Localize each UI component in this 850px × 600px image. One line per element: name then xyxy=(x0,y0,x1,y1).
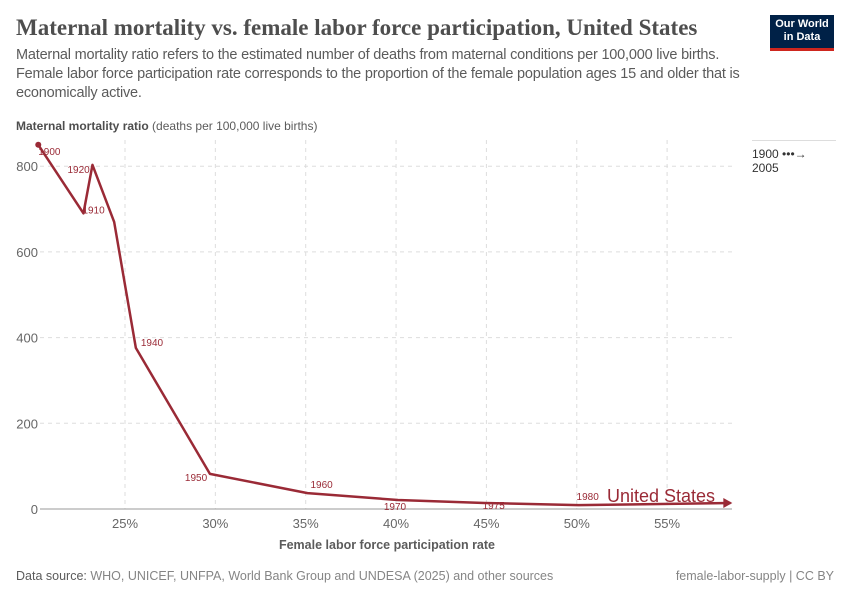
data-source-text[interactable]: WHO, UNICEF, UNFPA, World Bank Group and… xyxy=(90,569,554,583)
footer-license[interactable]: female-labor-supply | CC BY xyxy=(675,569,834,583)
data-source: Data source: WHO, UNICEF, UNFPA, World B… xyxy=(16,569,553,583)
y-axis-label-unit: (deaths per 100,000 live births) xyxy=(152,119,318,133)
y-tick-label: 200 xyxy=(16,416,38,431)
y-tick-label: 600 xyxy=(16,245,38,260)
timeline-end: 2005 xyxy=(752,161,779,175)
y-tick-label: 800 xyxy=(16,159,38,174)
point-label-1950: 1950 xyxy=(185,473,208,484)
point-label-1940: 1940 xyxy=(141,338,164,349)
data-source-label: Data source: xyxy=(16,569,87,583)
start-point xyxy=(35,141,42,148)
point-label-1970: 1970 xyxy=(384,502,407,513)
series-label: United States xyxy=(607,486,715,506)
x-tick-label: 30% xyxy=(202,516,228,531)
x-tick-label: 35% xyxy=(293,516,319,531)
point-label-1975: 1975 xyxy=(483,501,506,512)
x-axis-label: Female labor force participation rate xyxy=(279,538,495,552)
point-label-1910: 1910 xyxy=(82,205,105,216)
y-axis-label: Maternal mortality ratio (deaths per 100… xyxy=(16,119,317,133)
y-axis-label-main: Maternal mortality ratio xyxy=(16,119,149,133)
x-tick-label: 55% xyxy=(654,516,680,531)
timeline-start: 1900 xyxy=(752,147,779,161)
point-label-1980: 1980 xyxy=(577,492,600,503)
y-tick-label: 0 xyxy=(31,502,38,517)
point-label-1920: 1920 xyxy=(67,165,90,176)
chart-subtitle: Maternal mortality ratio refers to the e… xyxy=(16,47,740,101)
x-tick-label: 40% xyxy=(383,516,409,531)
end-arrow-marker xyxy=(723,498,733,509)
x-tick-label: 25% xyxy=(112,516,138,531)
chart-title: Maternal mortality vs. female labor forc… xyxy=(16,15,698,40)
y-tick-label: 400 xyxy=(16,331,38,346)
series-line-united-states xyxy=(37,144,731,507)
timeline-control[interactable]: 1900 •••→ 2005 xyxy=(752,140,836,175)
point-label-1960: 1960 xyxy=(311,480,334,491)
timeline-arrow-icon: •••→ xyxy=(782,147,807,161)
x-tick-label: 45% xyxy=(473,516,499,531)
owid-logo[interactable]: Our World in Data xyxy=(770,15,834,51)
x-tick-label: 50% xyxy=(564,516,590,531)
point-label-1900: 1900 xyxy=(38,147,61,158)
